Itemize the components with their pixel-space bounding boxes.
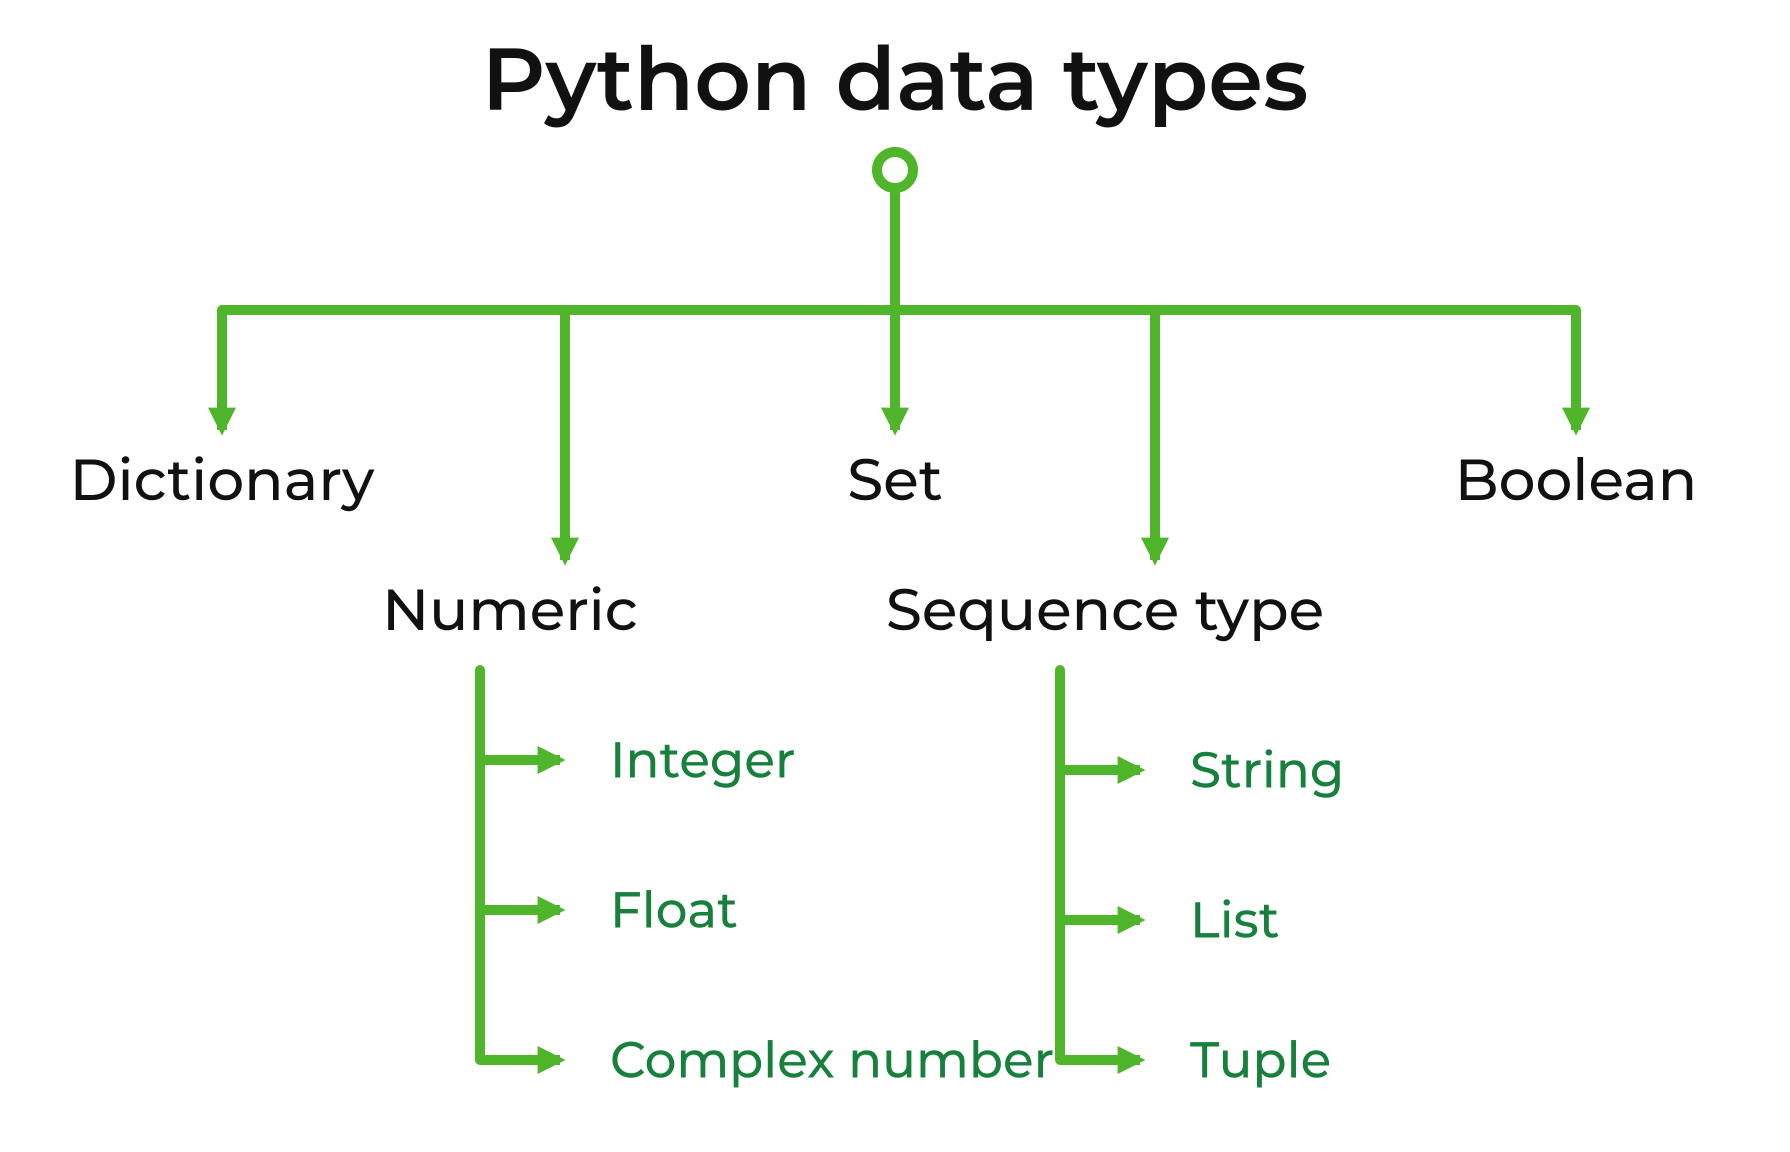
subgroup-label-numeric-2: Complex number [610, 1030, 1054, 1091]
subgroup-label-numeric-1: Float [610, 880, 738, 941]
diagram-title: Python data types [482, 26, 1309, 133]
branch-label-numeric: Numeric [382, 574, 638, 645]
root-node-circle [877, 152, 913, 188]
subgroup-label-numeric-0: Integer [610, 730, 796, 791]
branch-label-set: Set [847, 444, 943, 515]
branch-label-sequence: Sequence type [886, 574, 1324, 645]
subgroup-label-sequence-0: String [1190, 740, 1344, 801]
subgroup-label-sequence-1: List [1190, 890, 1279, 951]
subgroup-label-sequence-2: Tuple [1190, 1030, 1331, 1091]
branch-label-boolean: Boolean [1455, 444, 1698, 515]
branch-label-dictionary: Dictionary [70, 444, 375, 515]
